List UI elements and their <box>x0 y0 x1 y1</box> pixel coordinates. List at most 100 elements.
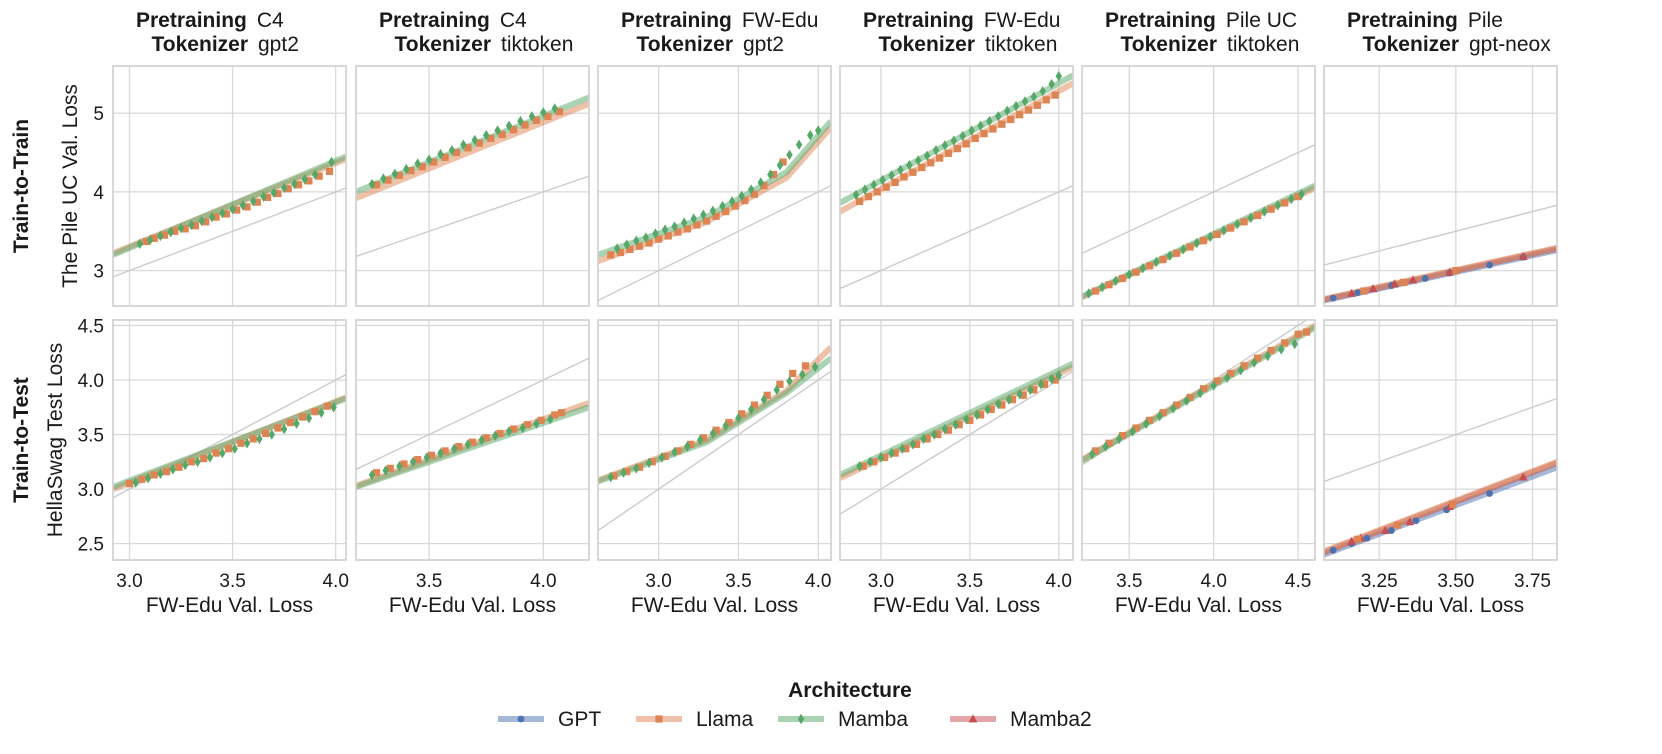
data-point-mamba <box>146 234 154 246</box>
data-point-mamba2 <box>1518 472 1528 481</box>
data-point-mamba <box>280 182 288 194</box>
identity-line <box>1082 144 1315 254</box>
data-point-llama <box>237 439 245 447</box>
data-point-llama <box>962 140 970 148</box>
data-point-llama <box>912 440 921 448</box>
data-point-llama <box>760 182 768 190</box>
identity-line <box>356 175 589 258</box>
data-point-llama <box>987 405 995 414</box>
data-point-mamba <box>483 130 490 141</box>
data-point-mamba <box>1234 218 1241 230</box>
panel-title-1: Pretraining C4 <box>136 9 284 32</box>
data-point-llama <box>882 183 890 191</box>
data-point-llama <box>1213 377 1221 385</box>
data-point-llama <box>487 134 495 142</box>
panel-plot-area <box>598 119 831 302</box>
data-point-llama <box>610 472 618 480</box>
data-point-mamba <box>799 369 806 380</box>
data-point-llama <box>1024 106 1033 114</box>
data-point-mamba <box>1156 410 1163 422</box>
fit-line-llama <box>1324 459 1557 555</box>
x-tick-label: 3.75 <box>1514 571 1551 592</box>
data-point-llama <box>725 418 733 427</box>
data-point-llama <box>936 154 944 162</box>
panel-plot-area <box>1324 204 1557 304</box>
panel-plot-area <box>1082 144 1315 301</box>
data-point-mamba <box>773 384 780 396</box>
data-point-llama <box>944 149 953 157</box>
legend-item-mamba: Mamba <box>778 708 908 731</box>
data-point-llama <box>702 217 711 225</box>
data-point-gpt <box>1388 527 1395 534</box>
data-point-llama <box>1091 287 1100 295</box>
data-point-llama <box>264 193 272 202</box>
data-point-llama <box>532 116 541 124</box>
y-tick-label: 4.0 <box>78 371 104 392</box>
data-point-llama <box>1199 237 1208 245</box>
legend-item-gpt: GPT <box>498 708 601 731</box>
data-point-mamba <box>368 469 376 481</box>
data-point-llama <box>902 445 910 453</box>
data-point-mamba <box>1207 231 1214 242</box>
data-point-mamba <box>1037 379 1045 390</box>
data-point-llama <box>661 452 669 460</box>
data-point-llama <box>1267 205 1275 213</box>
data-point-mamba <box>888 447 895 459</box>
x-tick-label: 3.5 <box>1116 571 1142 592</box>
data-point-mamba <box>700 209 707 220</box>
data-point-mamba <box>167 226 174 238</box>
data-point-mamba <box>198 215 205 227</box>
data-point-mamba <box>291 178 298 190</box>
data-point-llama <box>1105 439 1113 447</box>
legend-label: GPT <box>558 708 601 731</box>
data-point-mamba <box>984 404 991 415</box>
data-point-llama <box>909 168 917 176</box>
data-point-mamba <box>437 148 444 160</box>
data-point-llama <box>741 196 749 205</box>
data-point-llama <box>674 228 682 236</box>
x-tick-label: 4.5 <box>1285 571 1311 592</box>
data-point-llama <box>1226 369 1235 378</box>
identity-line <box>840 184 1073 290</box>
panel-r1-c5 <box>1081 65 1316 307</box>
data-point-mamba <box>909 439 917 450</box>
data-point-mamba <box>952 419 959 430</box>
data-point-llama <box>181 225 189 233</box>
x-axis-label: FW-Edu Val. Loss <box>1115 594 1282 617</box>
identity-line <box>113 187 346 278</box>
title-pretraining-value: Pile UC <box>1226 9 1297 32</box>
data-point-llama <box>1051 91 1059 99</box>
panel-plot-area <box>356 357 589 490</box>
data-point-mamba <box>311 169 319 180</box>
data-point-llama <box>1393 521 1402 529</box>
data-point-llama <box>372 469 381 477</box>
data-point-llama <box>989 125 997 133</box>
identity-line <box>598 184 831 302</box>
data-point-llama <box>175 463 183 471</box>
data-point-llama <box>750 190 758 198</box>
data-point-mamba <box>260 191 267 202</box>
data-point-mamba <box>995 111 1002 122</box>
data-point-mamba <box>409 456 417 468</box>
data-point-llama <box>150 234 158 242</box>
data-point-mamba2 <box>1518 251 1528 260</box>
data-point-llama <box>998 401 1006 409</box>
data-point-llama <box>976 411 985 419</box>
x-tick-label: 4.0 <box>1046 571 1072 592</box>
data-point-llama <box>200 454 208 463</box>
data-point-llama <box>1267 346 1275 355</box>
x-tick-label: 3.5 <box>219 571 245 592</box>
y-tick-label: 3 <box>93 262 104 283</box>
data-point-mamba <box>684 441 691 452</box>
data-point-llama <box>1105 281 1113 289</box>
panel-r1-c2 <box>355 65 590 307</box>
data-point-mamba <box>1102 441 1109 452</box>
data-point-mamba <box>368 178 376 190</box>
data-point-mamba <box>899 443 906 454</box>
data-point-llama <box>537 416 545 424</box>
data-point-llama <box>1186 393 1194 402</box>
data-point-llama <box>1452 266 1460 275</box>
data-point-llama <box>1030 386 1038 394</box>
data-point-llama <box>891 449 899 457</box>
